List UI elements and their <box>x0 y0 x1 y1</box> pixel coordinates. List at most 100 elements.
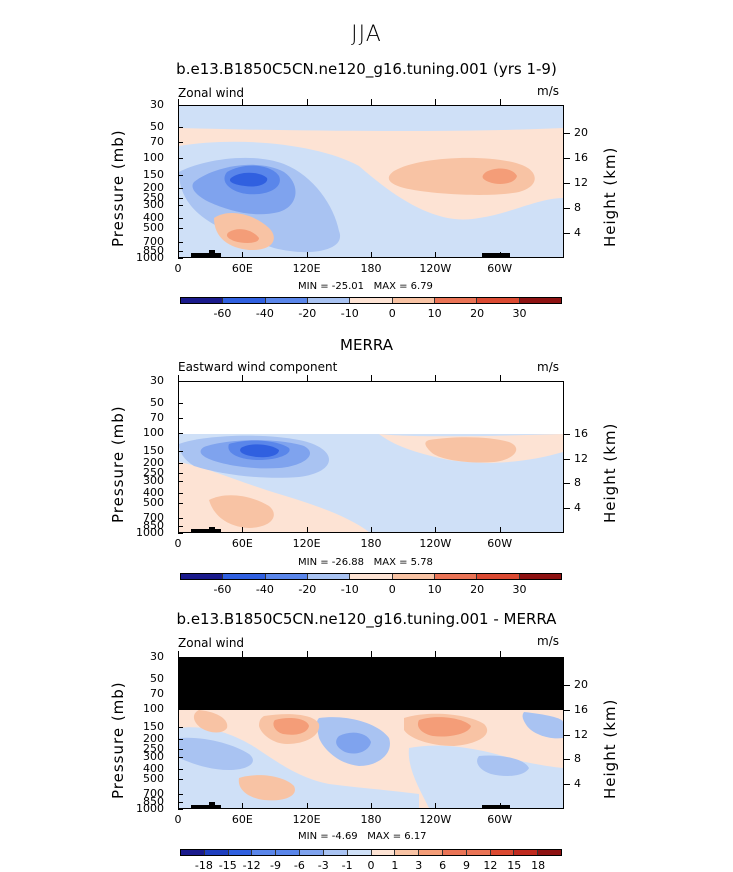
height-tick-mark <box>564 508 570 510</box>
colorbar-label: 30 <box>512 307 527 320</box>
min-label: MIN = <box>298 831 332 842</box>
pressure-tick-label: 70 <box>150 134 164 148</box>
longitude-tick-mark <box>371 375 372 381</box>
colorbar-swatch <box>307 574 351 579</box>
pressure-tick-mark <box>178 693 183 695</box>
longitude-tick-mark <box>499 375 501 381</box>
colorbar-label: 6 <box>439 859 447 872</box>
topography <box>482 253 510 257</box>
colorbar-swatch <box>252 850 277 855</box>
longitude-tick-label: 120E <box>292 262 321 275</box>
longitude-tick-label: 0 <box>174 813 182 826</box>
height-tick-mark <box>564 759 570 761</box>
contour-svg <box>179 658 563 808</box>
longitude-tick-mark <box>499 252 501 258</box>
height-tick-label: 12 <box>574 176 588 190</box>
longitude-tick-label: 0 <box>174 262 182 275</box>
colorbar-swatch <box>181 850 205 855</box>
height-tick-mark <box>564 734 570 736</box>
height-tick-mark <box>564 233 570 235</box>
y-axis-label-height: Height (km) <box>601 698 619 799</box>
height-tick-label: 12 <box>574 451 588 465</box>
contour-region <box>240 444 279 458</box>
pressure-tick-label: 300 <box>143 749 164 763</box>
longitude-tick-mark <box>435 99 437 105</box>
height-tick-label: 4 <box>574 226 581 240</box>
colorbar-label: 18 <box>531 859 546 872</box>
min-max-label: MIN = -4.69 MAX = 6.17 <box>298 831 427 842</box>
min-value: -25.01 <box>331 281 365 292</box>
topography <box>191 529 221 532</box>
masked-region <box>179 658 563 710</box>
pressure-tick-label: 300 <box>143 473 164 487</box>
longitude-tick-mark <box>499 651 501 657</box>
colorbar-label: -18 <box>194 859 213 872</box>
contour-region <box>209 495 274 528</box>
colorbar-swatch <box>223 574 266 579</box>
units-label: m/s <box>537 84 559 98</box>
max-value: 6.79 <box>410 281 433 292</box>
contour-region <box>425 437 517 463</box>
colorbar-swatch <box>265 574 308 579</box>
pressure-tick-mark <box>178 709 183 711</box>
pressure-tick-mark <box>178 493 183 495</box>
longitude-tick-mark <box>371 651 372 657</box>
colorbar-label: 30 <box>512 583 527 596</box>
pressure-tick-mark <box>178 250 183 252</box>
pressure-tick-mark <box>178 463 183 465</box>
pressure-tick-mark <box>178 187 183 189</box>
figure-season-title: JJA <box>351 22 382 47</box>
pressure-tick-label: 400 <box>143 211 164 225</box>
longitude-tick-label: 180 <box>360 262 382 275</box>
variable-label: Zonal wind <box>178 86 245 100</box>
height-tick-mark <box>564 458 570 460</box>
pressure-tick-label: 500 <box>143 771 164 785</box>
pressure-tick-label: 1000 <box>136 251 164 264</box>
colorbar <box>180 573 562 580</box>
height-tick-label: 16 <box>574 151 588 165</box>
colorbar-swatch <box>519 574 561 579</box>
panel-title: b.e13.B1850C5CN.ne120_g16.tuning.001 (yr… <box>176 60 557 78</box>
pressure-tick-mark <box>178 175 183 177</box>
pressure-tick-mark <box>178 218 183 220</box>
pressure-tick-mark <box>178 657 183 658</box>
pressure-tick-label: 30 <box>150 98 164 111</box>
pressure-tick-label: 150 <box>143 443 164 457</box>
longitude-tick-mark <box>242 252 244 258</box>
pressure-tick-mark <box>178 502 183 504</box>
pressure-tick-mark <box>178 778 183 780</box>
colorbar-swatch <box>300 850 324 855</box>
colorbar-swatch <box>419 850 443 855</box>
height-tick-label: 20 <box>574 678 588 692</box>
longitude-tick-label: 60E <box>231 813 253 826</box>
max-label: MAX = <box>367 831 405 842</box>
pressure-tick-mark <box>178 205 183 207</box>
pressure-tick-label: 300 <box>143 198 164 212</box>
contour-region <box>179 727 419 808</box>
colorbar-swatch <box>228 850 253 855</box>
pressure-tick-mark <box>178 141 183 143</box>
contour-region <box>408 745 563 808</box>
pressure-tick-label: 50 <box>150 396 164 410</box>
contour-region <box>417 717 471 737</box>
colorbar-label: 1 <box>391 859 399 872</box>
longitude-tick-mark <box>242 803 244 809</box>
longitude-tick-mark <box>499 99 501 105</box>
pressure-tick-label: 1000 <box>136 526 164 539</box>
contour-region <box>477 755 529 776</box>
height-tick-label: 8 <box>574 476 581 490</box>
pressure-tick-label: 100 <box>143 150 164 164</box>
units-label: m/s <box>537 360 559 374</box>
pressure-tick-label: 30 <box>150 650 164 663</box>
pressure-tick-label: 400 <box>143 486 164 500</box>
height-tick-mark <box>564 483 570 485</box>
colorbar-label: 9 <box>463 859 470 872</box>
pressure-tick-mark <box>178 417 183 419</box>
contour-plot <box>178 105 564 258</box>
pressure-tick-mark <box>178 726 183 728</box>
y-axis-label-pressure: Pressure (mb) <box>109 681 127 799</box>
height-tick-label: 8 <box>574 752 581 766</box>
longitude-tick-label: 60E <box>231 537 253 550</box>
colorbar-label: -40 <box>255 583 274 596</box>
colorbar-swatch <box>395 850 420 855</box>
